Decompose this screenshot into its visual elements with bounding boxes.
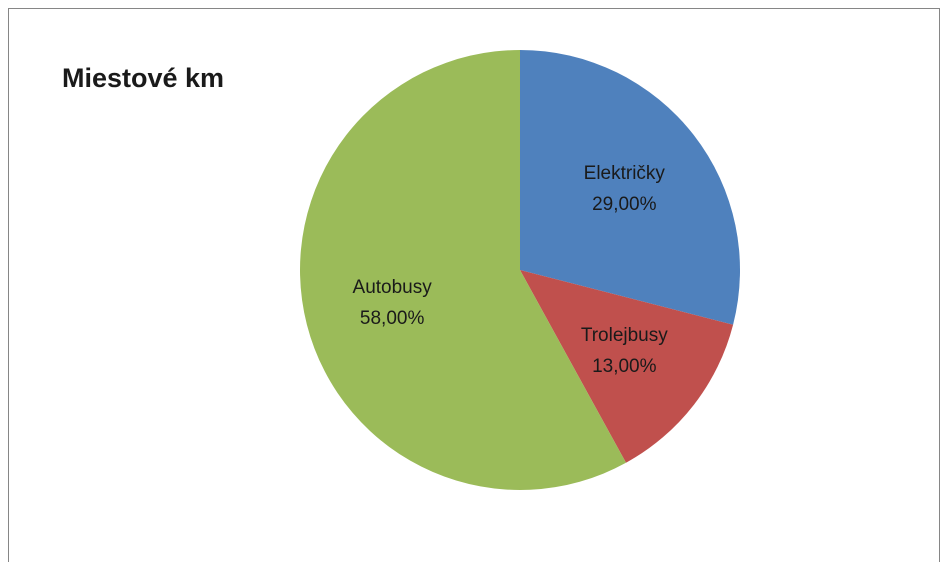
chart-title: Miestové km [62,63,224,93]
slice-label: Trolejbusy [581,325,668,346]
pie-slice [520,270,734,463]
slice-value-label: 29,00% [592,194,657,215]
slice-value-label: 13,00% [592,356,657,377]
pie-slice [520,50,740,325]
slice-value-label: 58,00% [360,308,425,329]
pie-slice [299,50,626,490]
slice-label: Autobusy [353,277,433,298]
slice-label: Električky [584,163,666,184]
